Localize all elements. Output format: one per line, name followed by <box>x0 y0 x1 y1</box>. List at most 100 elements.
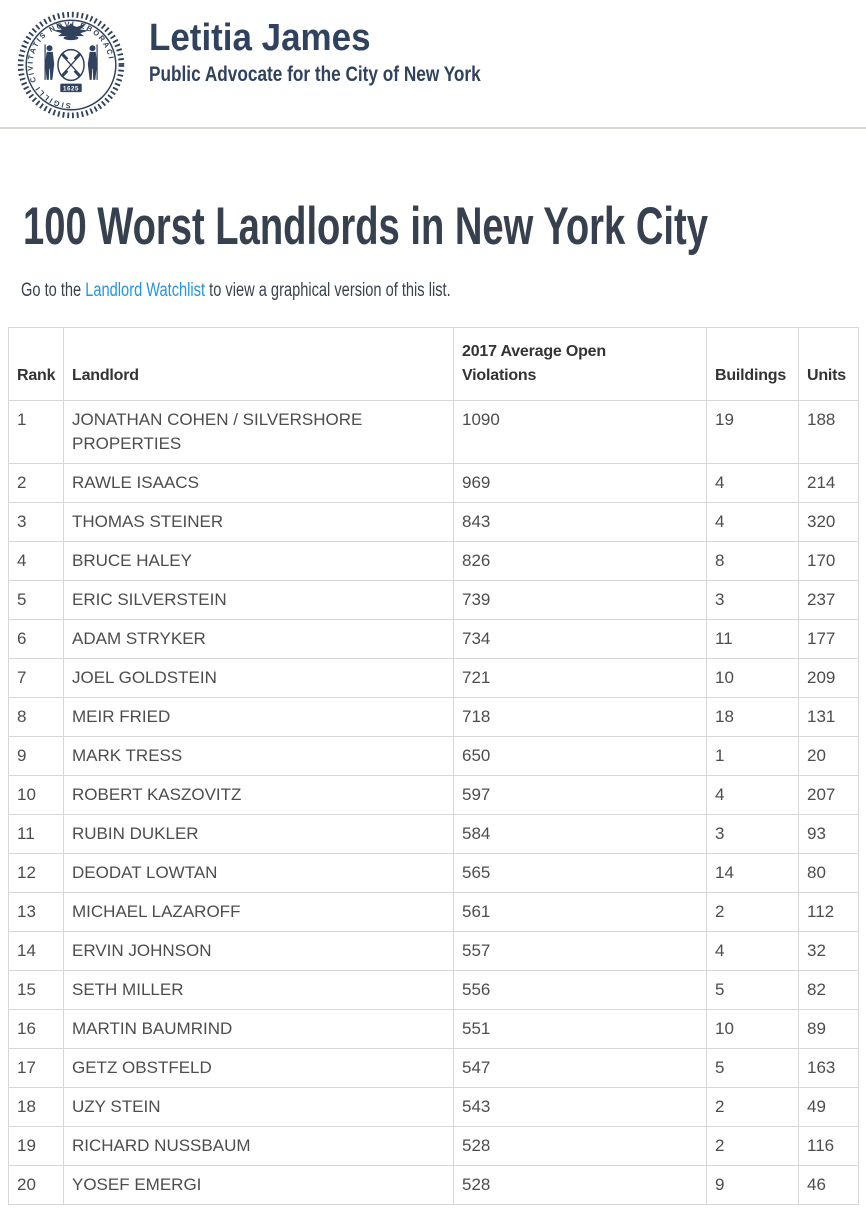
cell-landlord: RICHARD NUSSBAUM <box>63 1126 454 1166</box>
cell-buildings: 5 <box>706 1048 799 1088</box>
cell-rank: 20 <box>8 1165 64 1205</box>
column-header-units: Units <box>798 327 859 401</box>
cell-violations: 556 <box>453 970 707 1010</box>
table-row: 17 GETZ OBSTFELD 547 5 163 <box>8 1048 859 1088</box>
cell-landlord: RAWLE ISAACS <box>63 463 454 503</box>
cell-buildings: 10 <box>706 1009 799 1049</box>
cell-landlord: THOMAS STEINER <box>63 502 454 542</box>
column-header-label: Rank <box>17 367 56 384</box>
cell-rank: 4 <box>8 541 64 581</box>
cell-landlord: ROBERT KASZOVITZ <box>63 775 454 815</box>
table-row: 13 MICHAEL LAZAROFF 561 2 112 <box>8 892 859 932</box>
site-header: SIGILLI CIVITATIS NOVI EBORACI <box>0 0 866 129</box>
cell-buildings: 4 <box>706 463 799 503</box>
cell-units: 163 <box>798 1048 859 1088</box>
cell-violations: 650 <box>453 736 707 776</box>
cell-units: 170 <box>798 541 859 581</box>
cell-units: 89 <box>798 1009 859 1049</box>
cell-landlord: YOSEF EMERGI <box>63 1165 454 1205</box>
cell-rank: 11 <box>8 814 64 854</box>
cell-rank: 10 <box>8 775 64 815</box>
cell-landlord: ADAM STRYKER <box>63 619 454 659</box>
table-row: 8 MEIR FRIED 718 18 131 <box>8 697 859 737</box>
cell-rank: 3 <box>8 502 64 542</box>
cell-violations: 528 <box>453 1126 707 1166</box>
landlord-watchlist-link[interactable]: Landlord Watchlist <box>85 280 206 301</box>
cell-units: 20 <box>798 736 859 776</box>
cell-units: 49 <box>798 1087 859 1127</box>
cell-landlord: MEIR FRIED <box>63 697 454 737</box>
cell-units: 82 <box>798 970 859 1010</box>
table-row: 20 YOSEF EMERGI 528 9 46 <box>8 1165 859 1205</box>
cell-violations: 969 <box>453 463 707 503</box>
cell-units: 32 <box>798 931 859 971</box>
site-subtitle: Public Advocate for the City of New York <box>149 62 481 86</box>
cell-buildings: 18 <box>706 697 799 737</box>
table-row: 18 UZY STEIN 543 2 49 <box>8 1087 859 1127</box>
cell-landlord: MICHAEL LAZAROFF <box>63 892 454 932</box>
cell-violations: 597 <box>453 775 707 815</box>
cell-buildings: 8 <box>706 541 799 581</box>
cell-units: 112 <box>798 892 859 932</box>
cell-units: 237 <box>798 580 859 620</box>
table-head: Rank Landlord 2017 Average Open Violations… <box>8 327 859 401</box>
cell-rank: 14 <box>8 931 64 971</box>
table-row: 19 RICHARD NUSSBAUM 528 2 116 <box>8 1126 859 1166</box>
nyc-seal-logo[interactable]: SIGILLI CIVITATIS NOVI EBORACI <box>15 8 127 122</box>
table-row: 14 ERVIN JOHNSON 557 4 32 <box>8 931 859 971</box>
cell-units: 320 <box>798 502 859 542</box>
cell-rank: 2 <box>8 463 64 503</box>
cell-landlord: MARTIN BAUMRIND <box>63 1009 454 1049</box>
cell-violations: 584 <box>453 814 707 854</box>
cell-landlord: JONATHAN COHEN / SILVERSHORE PROPERTIES <box>63 400 454 464</box>
column-header-violations: 2017 Average Open Violations <box>453 327 707 401</box>
header-text: Letitia James Public Advocate for the Ci… <box>149 8 554 87</box>
cell-violations: 561 <box>453 892 707 932</box>
cell-violations: 557 <box>453 931 707 971</box>
cell-violations: 1090 <box>453 400 707 464</box>
table-row: 3 THOMAS STEINER 843 4 320 <box>8 502 859 542</box>
column-header-label: Landlord <box>72 367 139 384</box>
cell-buildings: 3 <box>706 814 799 854</box>
cell-buildings: 2 <box>706 1126 799 1166</box>
cell-landlord: ERIC SILVERSTEIN <box>63 580 454 620</box>
column-header-rank: Rank <box>8 327 64 401</box>
cell-units: 93 <box>798 814 859 854</box>
cell-units: 209 <box>798 658 859 698</box>
cell-violations: 718 <box>453 697 707 737</box>
cell-rank: 5 <box>8 580 64 620</box>
intro-before-link: Go to the <box>21 280 86 301</box>
cell-landlord: ERVIN JOHNSON <box>63 931 454 971</box>
cell-landlord: MARK TRESS <box>63 736 454 776</box>
table-row: 12 DEODAT LOWTAN 565 14 80 <box>8 853 859 893</box>
worst-landlords-table: Rank Landlord 2017 Average Open Violations… <box>8 327 859 1205</box>
cell-units: 214 <box>798 463 859 503</box>
cell-violations: 528 <box>453 1165 707 1205</box>
table-body: 1 JONATHAN COHEN / SILVERSHORE PROPERTIES… <box>8 400 859 1205</box>
cell-rank: 1 <box>8 400 64 464</box>
cell-rank: 12 <box>8 853 64 893</box>
site-name[interactable]: Letitia James <box>149 17 371 59</box>
cell-landlord: DEODAT LOWTAN <box>63 853 454 893</box>
cell-units: 116 <box>798 1126 859 1166</box>
cell-units: 46 <box>798 1165 859 1205</box>
cell-violations: 721 <box>453 658 707 698</box>
cell-units: 207 <box>798 775 859 815</box>
page-title: 100 Worst Landlords in New York City <box>23 197 708 256</box>
cell-landlord: BRUCE HALEY <box>63 541 454 581</box>
cell-rank: 16 <box>8 1009 64 1049</box>
cell-buildings: 10 <box>706 658 799 698</box>
cell-rank: 19 <box>8 1126 64 1166</box>
cell-violations: 739 <box>453 580 707 620</box>
cell-buildings: 4 <box>706 931 799 971</box>
table-row: 1 JONATHAN COHEN / SILVERSHORE PROPERTIES… <box>8 400 859 464</box>
cell-landlord: JOEL GOLDSTEIN <box>63 658 454 698</box>
cell-violations: 551 <box>453 1009 707 1049</box>
cell-rank: 17 <box>8 1048 64 1088</box>
svg-text:1625: 1625 <box>63 85 79 92</box>
nyc-seal-icon: SIGILLI CIVITATIS NOVI EBORACI <box>17 11 125 119</box>
cell-landlord: SETH MILLER <box>63 970 454 1010</box>
intro-text: Go to the Landlord Watchlist to view a g… <box>21 279 672 303</box>
table-row: 4 BRUCE HALEY 826 8 170 <box>8 541 859 581</box>
cell-buildings: 5 <box>706 970 799 1010</box>
